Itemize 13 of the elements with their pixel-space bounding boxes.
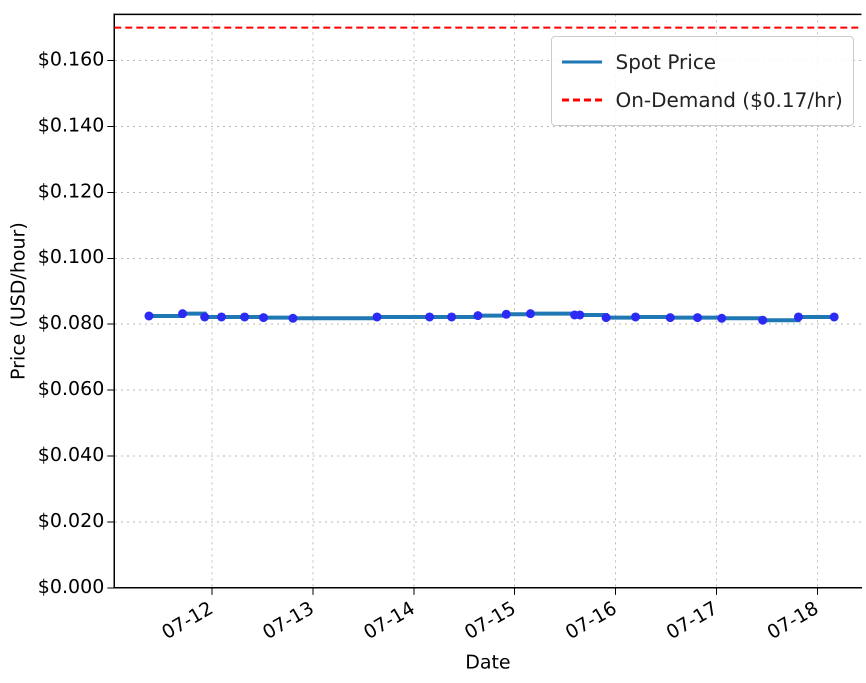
y-tick-label: $0.120 <box>38 180 104 202</box>
y-tick-label: $0.140 <box>38 114 104 136</box>
legend-label: On-Demand ($0.17/hr) <box>616 88 843 112</box>
y-tick-label: $0.000 <box>38 576 104 598</box>
y-tick-label: $0.100 <box>38 246 104 268</box>
y-axis-title: Price (USD/hour) <box>7 222 30 380</box>
y-tick-label: $0.020 <box>38 510 104 532</box>
y-tick-label: $0.080 <box>38 312 104 334</box>
y-tick-label: $0.060 <box>38 378 104 400</box>
y-tick-label: $0.160 <box>38 48 104 70</box>
legend-label: Spot Price <box>616 50 716 74</box>
y-tick-label: $0.040 <box>38 444 104 466</box>
x-axis-title: Date <box>465 652 511 674</box>
